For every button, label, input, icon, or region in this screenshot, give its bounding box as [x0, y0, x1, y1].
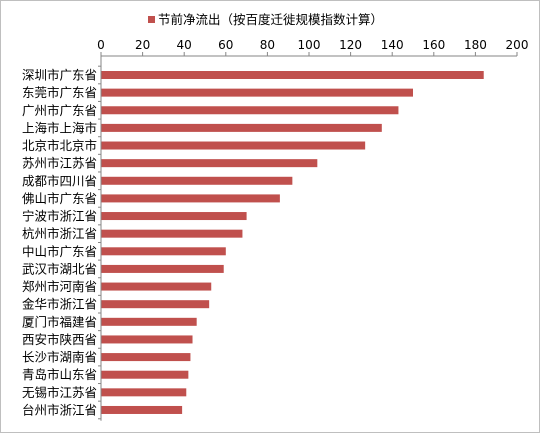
- bars: [101, 71, 484, 414]
- category-label: 杭州市浙江省: [22, 226, 97, 241]
- legend-swatch: [148, 16, 155, 23]
- category-label: 深圳市广东省: [22, 68, 97, 83]
- category-labels: 深圳市广东省东莞市广东省广州市广东省上海市上海市北京市北京市苏州市江苏省成都市四…: [22, 65, 101, 420]
- bar: [101, 141, 366, 150]
- x-tick-label: 120: [339, 38, 362, 52]
- bar: [101, 194, 280, 203]
- category-label: 青岛市山东省: [22, 367, 97, 382]
- x-tick-label: 200: [506, 38, 529, 52]
- category-label: 厦门市福建省: [22, 314, 97, 329]
- bar: [101, 88, 413, 97]
- category-label: 苏州市江苏省: [22, 156, 97, 171]
- category-label: 成都市四川省: [22, 173, 97, 188]
- bar: [101, 247, 226, 256]
- bar: [101, 106, 399, 115]
- x-tick-label: 100: [298, 38, 321, 52]
- category-label: 台州市浙江省: [22, 402, 97, 417]
- category-label: 武汉市湖北省: [22, 261, 97, 276]
- category-label: 长沙市湖南省: [22, 350, 97, 365]
- bar: [101, 370, 189, 379]
- x-tick-label: 20: [135, 38, 150, 52]
- x-tick-label: 140: [381, 38, 404, 52]
- bar: [101, 282, 212, 291]
- category-label: 金华市浙江省: [22, 297, 97, 312]
- category-label: 西安市陕西省: [22, 332, 97, 347]
- category-label: 东莞市广东省: [22, 85, 97, 100]
- category-label: 宁波市浙江省: [22, 209, 97, 224]
- bar: [101, 335, 193, 344]
- x-tick-label: 160: [422, 38, 445, 52]
- x-ticks: 0 20 40 60 80 100 120 140 160 180 200: [97, 38, 528, 56]
- x-tick-label: 0: [97, 38, 105, 52]
- x-tick-label: 180: [464, 38, 487, 52]
- bar: [101, 176, 293, 185]
- bar: [101, 353, 191, 362]
- bar: [101, 159, 318, 168]
- category-label: 北京市北京市: [22, 138, 97, 153]
- category-label: 广州市广东省: [22, 103, 97, 118]
- category-label: 中山市广东省: [22, 244, 97, 259]
- category-label: 佛山市广东省: [22, 191, 97, 206]
- category-label: 上海市上海市: [22, 120, 97, 135]
- legend-label: 节前净流出（按百度迁徙规模指数计算）: [158, 12, 383, 27]
- bar: [101, 388, 187, 397]
- category-label: 无锡市江苏省: [22, 385, 97, 400]
- bar: [101, 71, 484, 79]
- bar: [101, 300, 210, 309]
- x-tick-label: 40: [177, 38, 192, 52]
- bar: [101, 212, 247, 221]
- bar: [101, 264, 224, 273]
- legend: 节前净流出（按百度迁徙规模指数计算）: [148, 12, 383, 27]
- bar: [101, 405, 183, 414]
- bar: [101, 317, 197, 326]
- bar: [101, 123, 382, 132]
- bar: [101, 229, 243, 238]
- x-tick-label: 80: [260, 38, 275, 52]
- category-label: 郑州市河南省: [22, 279, 97, 294]
- x-tick-label: 60: [218, 38, 233, 52]
